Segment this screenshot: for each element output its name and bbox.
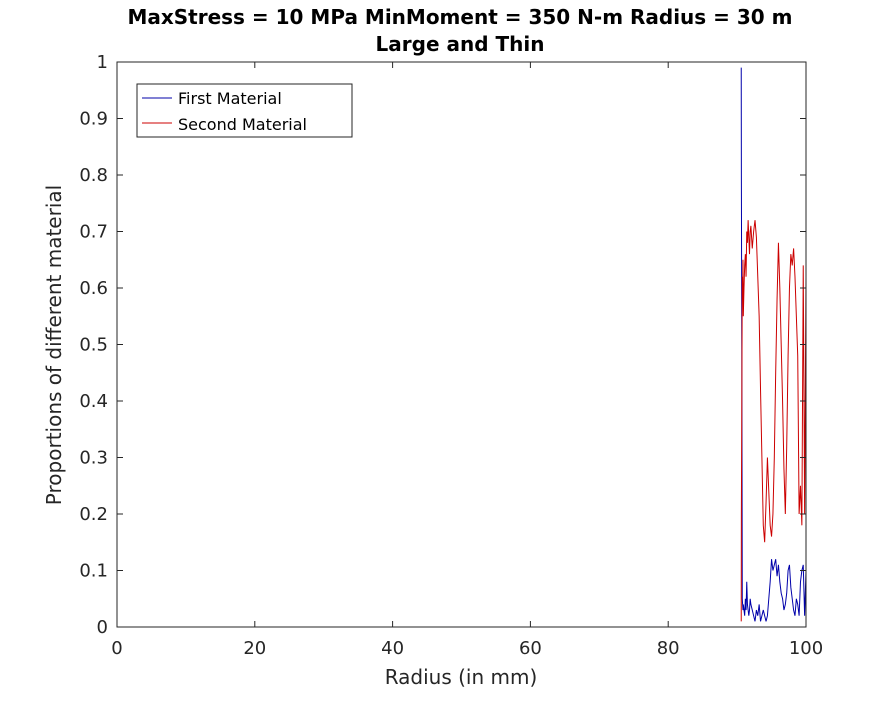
x-axis: 0 20 40 60 80 100 <box>111 62 823 659</box>
y-tick-label: 0.3 <box>79 448 108 469</box>
y-tick-label: 0.9 <box>79 109 108 130</box>
x-tick-label: 20 <box>243 638 266 659</box>
y-tick-label: 0.1 <box>79 561 108 582</box>
series-line-second-material <box>740 220 807 622</box>
x-tick-label: 40 <box>381 638 404 659</box>
y-tick-label: 0.7 <box>79 222 108 243</box>
y-tick-label: 0.2 <box>79 504 108 525</box>
y-tick-label: 0.4 <box>79 391 108 412</box>
y-tick-label: 0.6 <box>79 278 108 299</box>
legend: First Material Second Material <box>136 83 353 138</box>
y-tick-label: 0.5 <box>79 335 108 356</box>
chart-title: MaxStress = 10 MPa MinMoment = 350 N-m R… <box>127 5 792 29</box>
x-axis-label: Radius (in mm) <box>385 665 538 689</box>
y-axis: 0 0.1 0.2 0.3 0.4 0.5 0.6 0.7 0.8 0.9 1 <box>79 52 806 638</box>
x-tick-label: 60 <box>519 638 542 659</box>
legend-label-first: First Material <box>178 89 282 108</box>
chart-subtitle: Large and Thin <box>376 32 545 56</box>
series-layer <box>740 67 807 622</box>
plot-area <box>117 62 806 627</box>
y-tick-label: 0 <box>97 617 108 638</box>
y-tick-label: 0.8 <box>79 165 108 186</box>
x-tick-label: 80 <box>657 638 680 659</box>
legend-label-second: Second Material <box>178 115 307 134</box>
y-tick-label: 1 <box>97 52 108 73</box>
x-tick-label: 100 <box>789 638 823 659</box>
series-line-first-material <box>740 67 807 622</box>
legend-box <box>136 83 353 138</box>
y-axis-label: Proportions of different material <box>42 185 66 505</box>
x-tick-label: 0 <box>111 638 122 659</box>
